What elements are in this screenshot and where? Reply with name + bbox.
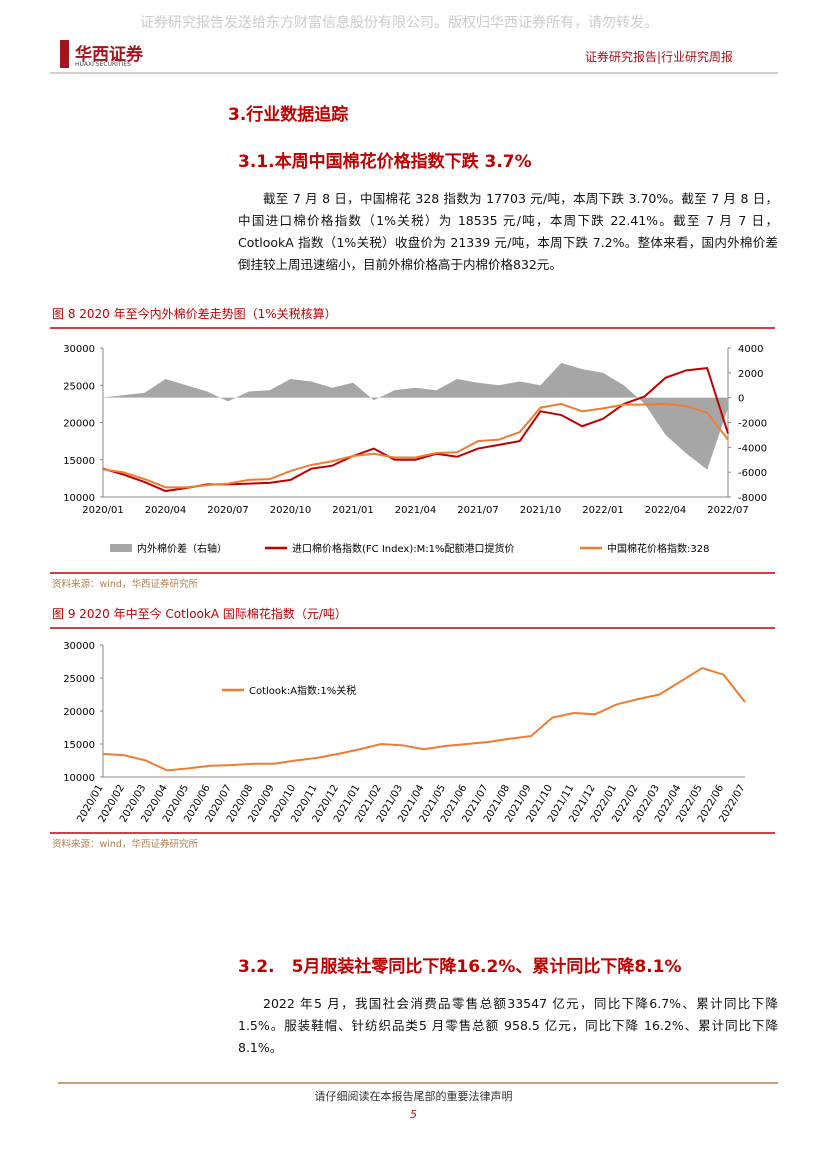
watermark: 证券研究报告发送给东方财富信息股份有限公司。版权归华西证券所有，请勿转发。 [140,15,658,31]
x-tick-label: 2022/01 [582,505,624,516]
x-tick-label: 2022/04 [645,505,687,516]
logo-text: 华西证券 [75,45,143,65]
line [102,367,729,493]
x-tick-label: 2021/04 [395,505,437,516]
y-tick-label: 20000 [63,419,95,430]
x-tick-label: 2021/01 [332,505,374,516]
section-title: 3.2. 5月服装社零同比下降16.2%、累计同比下降8.1% [238,957,682,977]
y-tick-label: 15000 [63,740,95,751]
legend-label: 内外棉价差（右轴） [137,542,227,555]
y-tick-label: 20000 [63,707,95,718]
x-tick-label: 2020/07 [207,505,249,516]
line [102,667,746,772]
x-tick-label: 2020/04 [145,505,187,516]
x-tick-label: 2022/07 [707,505,749,516]
x-tick-label: 2020/10 [270,505,312,516]
y2-tick-label: 4000 [738,344,763,355]
y-tick-label: 30000 [63,344,95,355]
y2-tick-label: 2000 [738,369,763,380]
y-tick-label: 10000 [63,493,95,504]
report-type: 证券研究报告|行业研究周报 [585,50,734,64]
y2-tick-label: -4000 [738,443,767,454]
y-tick-label: 25000 [63,381,95,392]
paragraph: 2022 年5 月，我国社会消费品零售总额33547 亿元，同比下降6.7%、累… [238,996,778,1055]
figure-title: 图 8 2020 年至今内外棉价差走势图（1%关税核算） [52,306,337,321]
y2-tick-label: -6000 [738,468,767,479]
area [103,362,728,470]
paragraph: 截至 7 月 8 日，中国棉花 328 指数为 17703 元/吨，本周下跌 3… [238,191,778,272]
y-tick-label: 25000 [63,674,95,685]
legend-label: 进口棉价格指数(FC Index):M:1%配额港口提货价 [292,542,514,555]
footer-notice: 请仔细阅读在本报告尾部的重要法律声明 [314,1090,513,1103]
y-tick-label: 30000 [63,641,95,652]
x-tick-label: 2021/07 [457,505,499,516]
section-title: 3.行业数据追踪 [228,105,349,125]
section-title: 3.1.本周中国棉花价格指数下跌 3.7% [238,152,532,172]
y2-tick-label: 0 [738,394,744,405]
y2-tick-label: -2000 [738,419,767,430]
page-number: 5 [410,1108,417,1121]
logo-mark [60,40,69,68]
legend-label: 中国棉花价格指数:328 [607,542,709,555]
logo-en: HUAXI SECURITIES [75,61,131,68]
x-tick-label: 2021/10 [520,505,562,516]
y2-tick-label: -8000 [738,493,767,504]
figure-source: 资料来源：wind，华西证券研究所 [52,578,198,590]
figure-source: 资料来源：wind，华西证券研究所 [52,838,198,850]
figure-title: 图 9 2020 年中至今 CotlookA 国际棉花指数（元/吨） [52,606,347,621]
x-tick-label: 2020/01 [82,505,124,516]
legend-label: Cotlook:A指数:1%关税 [249,684,356,697]
line [102,402,729,489]
legend-swatch [110,544,132,552]
y-tick-label: 15000 [63,456,95,467]
y-tick-label: 10000 [63,773,95,784]
